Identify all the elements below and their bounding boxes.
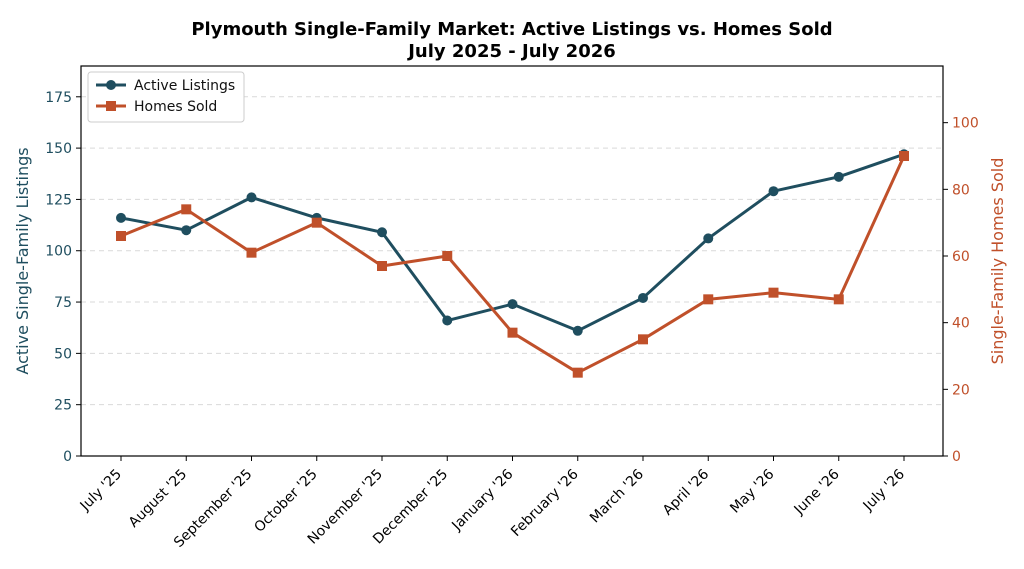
data-point-active-listings xyxy=(572,325,583,336)
right-tick-label: 60 xyxy=(952,249,970,265)
right-axis: 0 20 40 60 80 100 xyxy=(943,116,979,465)
x-tick-label: January '26 xyxy=(448,466,516,534)
x-tick-label: August '25 xyxy=(126,466,190,530)
x-tick-label: February '26 xyxy=(508,466,582,540)
x-tick-label: June '26 xyxy=(791,466,843,518)
data-point-homes-sold xyxy=(116,231,126,241)
left-tick-label: 100 xyxy=(45,244,72,260)
left-tick-label: 50 xyxy=(54,346,72,362)
data-point-active-listings xyxy=(833,171,844,182)
left-tick-label: 125 xyxy=(45,192,72,208)
data-point-active-listings xyxy=(768,186,779,197)
data-point-active-listings xyxy=(442,315,453,326)
data-point-active-listings xyxy=(116,212,126,223)
legend-label-homes-sold: Homes Sold xyxy=(134,99,217,115)
data-point-homes-sold xyxy=(311,217,322,228)
plot-frame xyxy=(80,65,944,457)
data-point-active-listings xyxy=(703,233,714,244)
data-point-homes-sold xyxy=(442,251,453,261)
left-axis-label: Active Single-Family Listings xyxy=(13,147,32,374)
data-point-homes-sold xyxy=(899,151,909,161)
left-tick-label: 25 xyxy=(54,398,72,414)
x-tick-label: March '26 xyxy=(587,466,647,526)
right-tick-label: 20 xyxy=(952,382,970,398)
x-tick-label: October '25 xyxy=(251,466,320,535)
data-point-active-listings xyxy=(246,192,257,203)
data-point-homes-sold xyxy=(638,334,648,345)
legend-marker-homes-sold xyxy=(106,101,116,111)
data-point-homes-sold xyxy=(768,287,779,298)
x-tick-label: April '26 xyxy=(660,466,712,518)
left-tick-label: 0 xyxy=(63,449,72,465)
x-tick-label: July '26 xyxy=(860,466,908,514)
legend-box xyxy=(87,71,245,123)
data-point-homes-sold xyxy=(833,294,844,305)
data-point-active-listings xyxy=(507,299,518,310)
legend: Active Listings Homes Sold xyxy=(87,71,245,123)
data-point-homes-sold xyxy=(377,261,387,271)
x-tick-label: July '25 xyxy=(77,466,125,514)
legend-marker-active-listings xyxy=(106,80,116,90)
data-point-homes-sold xyxy=(507,327,518,338)
data-point-homes-sold xyxy=(572,367,583,378)
right-tick-label: 100 xyxy=(952,116,979,132)
series-layer xyxy=(116,149,909,378)
left-axis: 0 25 50 75 100 125 150 175 xyxy=(45,90,81,465)
x-tick-label: May '26 xyxy=(727,466,777,516)
right-axis-label: Single-Family Homes Sold xyxy=(988,158,1007,365)
right-tick-label: 80 xyxy=(952,182,970,198)
data-point-homes-sold xyxy=(181,204,192,215)
right-tick-label: 0 xyxy=(952,449,961,465)
chart-subtitle: July 2025 - July 2026 xyxy=(406,41,616,62)
data-point-homes-sold xyxy=(703,294,714,305)
left-tick-label: 175 xyxy=(45,90,72,106)
gridlines xyxy=(81,96,943,406)
data-point-active-listings xyxy=(181,225,192,236)
data-point-active-listings xyxy=(377,227,387,238)
right-tick-label: 40 xyxy=(952,316,970,332)
legend-label-active-listings: Active Listings xyxy=(134,78,235,94)
data-point-active-listings xyxy=(638,292,648,303)
left-tick-label: 150 xyxy=(45,141,72,157)
left-tick-label: 75 xyxy=(54,295,72,311)
chart-title: Plymouth Single-Family Market: Active Li… xyxy=(191,19,832,40)
data-point-homes-sold xyxy=(246,247,257,258)
